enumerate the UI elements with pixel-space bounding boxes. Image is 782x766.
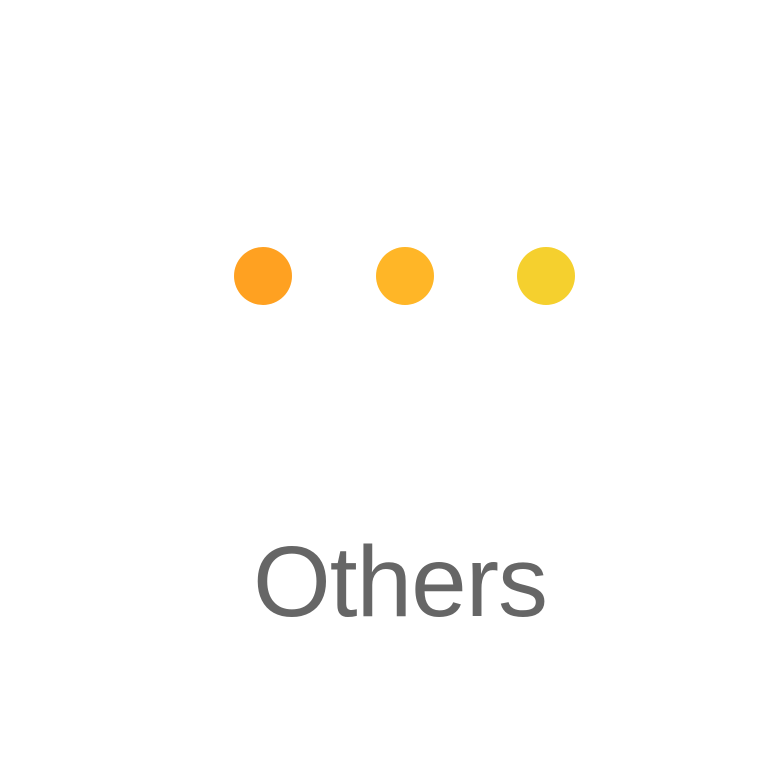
dot-icon [234, 247, 292, 305]
dot-icon [376, 247, 434, 305]
dot-icon [517, 247, 575, 305]
tile-label: Others [252, 526, 548, 638]
